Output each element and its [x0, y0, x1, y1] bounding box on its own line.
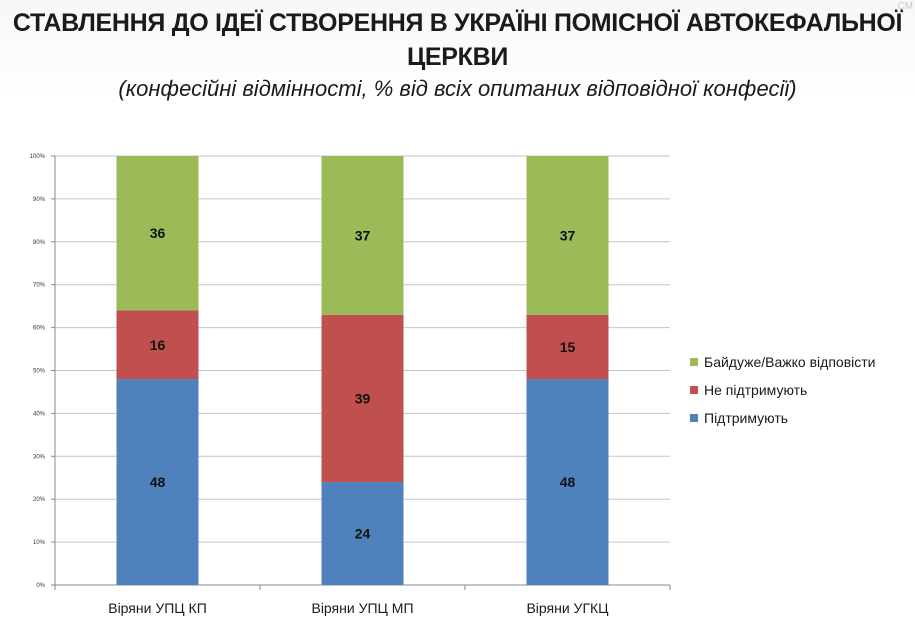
- bar-segment: [116, 156, 199, 311]
- data-label: 37: [355, 227, 371, 243]
- y-tick-label: 40%: [33, 411, 46, 417]
- legend-item: Не підтримують: [690, 376, 875, 404]
- category-label: Віряни УПЦ МП: [311, 600, 413, 616]
- bar-segment: [526, 314, 609, 380]
- header-band: [0, 0, 915, 96]
- bar-segment: [526, 379, 609, 585]
- data-label: 48: [560, 474, 576, 490]
- data-label: 16: [150, 337, 166, 353]
- corner-mark: СМ: [897, 1, 913, 12]
- legend-label: Не підтримують: [704, 382, 808, 398]
- legend-item: Підтримують: [690, 404, 875, 432]
- y-tick-label: 50%: [33, 369, 46, 375]
- category-label: Віряни УГКЦ: [526, 600, 609, 616]
- chart-legend: Байдуже/Важко відповісти Не підтримують Пі…: [690, 348, 875, 432]
- legend-item: Байдуже/Важко відповісти: [690, 348, 875, 376]
- y-tick-label: 80%: [33, 240, 46, 246]
- legend-swatch: [690, 386, 698, 394]
- y-tick-label: 10%: [33, 540, 46, 546]
- legend-swatch: [690, 358, 698, 366]
- y-tick-label: 30%: [33, 454, 46, 460]
- bar-segment: [321, 482, 404, 585]
- data-label: 37: [560, 227, 576, 243]
- chart-title: СТАВЛЕННЯ ДО ІДЕЇ СТВОРЕННЯ В УКРАЇНІ ПО…: [0, 6, 915, 74]
- chart-subtitle: (конфесійні відмінності, % від всіх опит…: [118, 76, 797, 101]
- y-tick-label: 0%: [36, 583, 45, 589]
- category-label: Віряни УПЦ КП: [108, 600, 207, 616]
- legend-label: Байдуже/Важко відповісти: [704, 354, 876, 370]
- y-tick-label: 60%: [33, 326, 46, 332]
- bar-segment: [526, 156, 609, 315]
- data-label: 15: [560, 339, 576, 355]
- title-line-1: СТАВЛЕННЯ ДО ІДЕЇ СТВОРЕННЯ В УКРАЇНІ ПО…: [12, 9, 903, 37]
- y-tick-label: 90%: [33, 197, 46, 203]
- y-tick-label: 100%: [30, 154, 46, 160]
- data-label: 48: [150, 474, 166, 490]
- bar-segment: [321, 314, 404, 483]
- bar-segment: [116, 379, 199, 585]
- legend-swatch: [690, 414, 698, 422]
- bar-segment: [116, 310, 199, 380]
- y-tick-label: 70%: [33, 283, 46, 289]
- bar-segment: [321, 156, 404, 315]
- data-label: 24: [355, 526, 371, 542]
- y-tick-label: 20%: [33, 497, 46, 503]
- title-line-2: ЦЕРКВИ: [406, 43, 509, 71]
- legend-label: Підтримують: [704, 410, 789, 426]
- data-label: 39: [355, 390, 371, 406]
- data-label: 36: [150, 225, 166, 241]
